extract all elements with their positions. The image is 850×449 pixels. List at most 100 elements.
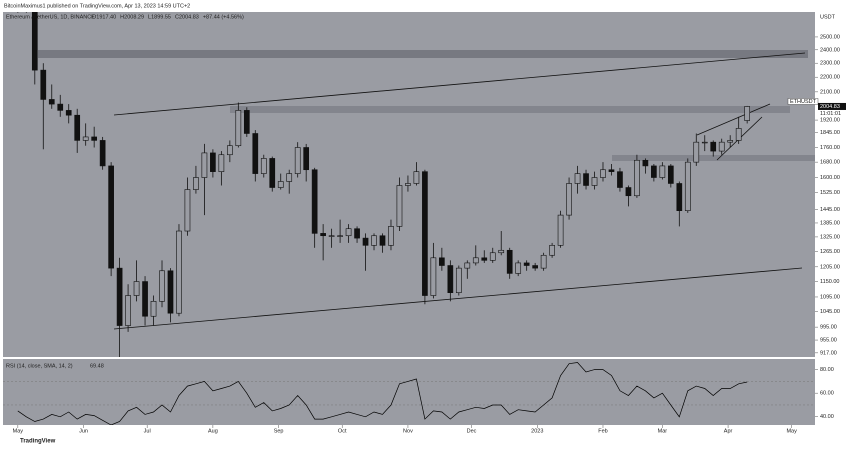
y-tick-label: 995.00 [820, 325, 837, 331]
candle-body [489, 252, 496, 261]
rsi-y-tick-label: 80.00 [820, 367, 834, 373]
candle-body [269, 158, 276, 188]
x-tick-label: Apr [724, 428, 733, 434]
x-tick-label: Mar [658, 428, 668, 434]
y-tick-label: 1095.00 [820, 294, 840, 300]
candle-body [303, 147, 310, 171]
candle-body [735, 128, 742, 141]
x-tick-label: Jul [144, 428, 151, 434]
candle-body [31, 12, 38, 71]
rsi-last: 69.48 [90, 363, 104, 369]
x-tick-label: Aug [208, 428, 218, 434]
candle-body [210, 152, 216, 172]
candle-body [515, 262, 522, 274]
candle-body [218, 154, 225, 172]
ohlc-readout: C2004.83 [175, 14, 199, 20]
candle-body [710, 141, 717, 152]
candle-body [167, 270, 174, 314]
candle-body [667, 165, 674, 184]
candle-body [405, 183, 411, 186]
candle-body [744, 106, 751, 121]
currency: USDT [820, 14, 836, 20]
candle-body [159, 270, 165, 302]
candle-body [600, 169, 606, 178]
rsi [3, 362, 815, 425]
candle-body [422, 171, 428, 296]
x-tick-label: Oct [338, 428, 347, 434]
candle-body [464, 262, 471, 269]
candle-body [91, 136, 98, 141]
candle-body [506, 249, 513, 274]
candle-body [439, 257, 445, 266]
rsi-title: RSI (14, close, SMA, 14, 2) [6, 363, 73, 369]
candle-body [337, 235, 343, 237]
candle-body [125, 295, 131, 326]
y-tick-label: 1845.00 [820, 130, 840, 136]
x-tick-label: Feb [598, 428, 607, 434]
candles [17, 12, 751, 357]
candle-body [557, 214, 564, 246]
trendline [113, 52, 806, 116]
y-tick-label: 2400.00 [820, 47, 840, 53]
y-tick-label: 1385.00 [820, 220, 840, 226]
candle-body [447, 265, 454, 293]
candle-body [718, 141, 725, 152]
wedge-line [696, 103, 771, 136]
countdown: 11:01:01 [820, 111, 841, 117]
candle-body [591, 177, 598, 186]
candle-body [379, 235, 386, 246]
x-tick-label: Jun [79, 428, 88, 434]
candle-body [286, 173, 293, 182]
trendline [113, 267, 803, 330]
y-tick-label: 917.00 [820, 350, 837, 356]
symbol-tag-bg [787, 98, 819, 105]
candle-body [193, 177, 199, 190]
candle-body [311, 169, 318, 234]
y-tick-label: 2200.00 [820, 75, 840, 81]
candle-body [142, 281, 148, 317]
y-tick-label: 1760.00 [820, 145, 840, 151]
candle-body [617, 171, 623, 188]
zone [38, 50, 808, 58]
candle-body [235, 110, 242, 147]
candle-body [328, 235, 335, 237]
candle-body [294, 147, 301, 174]
candle-body [388, 226, 394, 246]
y-tick-label: 1205.00 [820, 264, 840, 270]
y-tick-label: 1445.00 [820, 207, 840, 213]
candle-body [320, 233, 326, 237]
candle-body [659, 165, 666, 178]
candle-body [362, 237, 369, 246]
readout: Ethereum / TetherUS, 1D, BINANCE O1917.4… [6, 14, 244, 20]
x-tick-label: May [13, 428, 24, 434]
candle-body [150, 301, 157, 317]
candle-body [396, 185, 403, 227]
y-tick-label: 1680.00 [820, 160, 840, 166]
candle-body [472, 257, 479, 264]
candle-body [608, 169, 615, 172]
candle-body [252, 133, 259, 174]
candle-body [227, 145, 233, 156]
candle-body [57, 103, 64, 111]
candle-body [40, 69, 47, 100]
zone [230, 106, 790, 113]
candle-body [260, 158, 267, 174]
candle-body [354, 228, 360, 239]
ohlc-readout: +87.44 (+4.56%) [203, 14, 244, 20]
x-tick-label: Dec [467, 428, 477, 434]
candle-body [549, 245, 555, 256]
footer: TradingView [20, 439, 56, 445]
y-tick-label: 1265.00 [820, 249, 840, 255]
candle-body [99, 140, 106, 167]
candle-body [48, 99, 55, 105]
x-tick-label: Nov [403, 428, 413, 434]
candle-body [481, 257, 488, 261]
ohlc-readout: H2008.29 [120, 14, 144, 20]
candle-body [108, 165, 114, 269]
rsi-y-tick-label: 40.00 [820, 414, 834, 420]
candle-body [184, 189, 191, 232]
chart-title: Ethereum / TetherUS, 1D, BINANCE [6, 14, 95, 20]
candle-body [676, 183, 683, 212]
candle-body [243, 110, 250, 134]
